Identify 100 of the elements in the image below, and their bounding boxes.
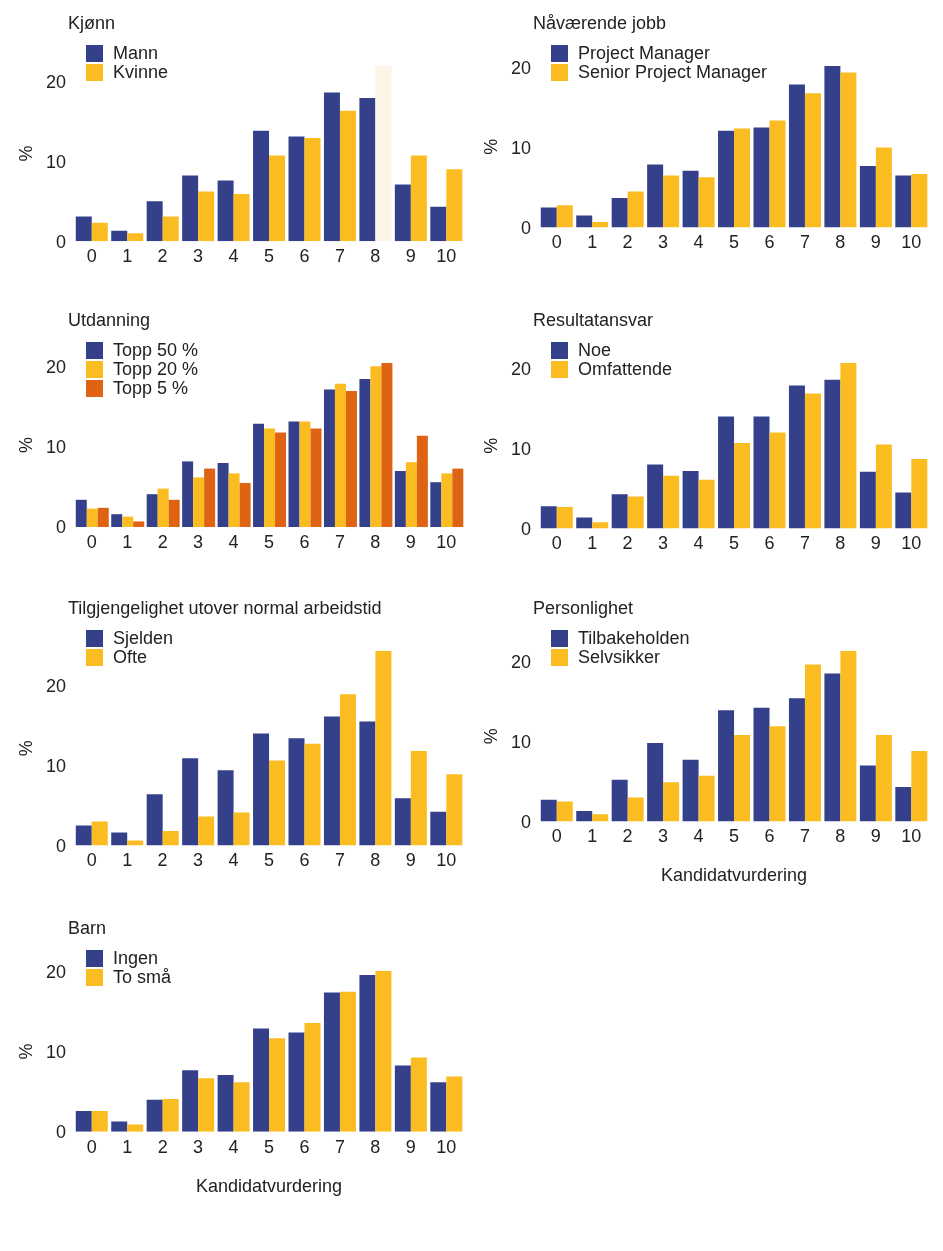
x-tick-label: 5 (728, 825, 740, 846)
bar (556, 205, 573, 228)
bar (127, 233, 144, 242)
bar (405, 462, 417, 528)
bar (193, 477, 205, 528)
bar (576, 517, 593, 529)
y-axis-title: % (16, 1043, 37, 1060)
x-tick-label: 9 (870, 232, 881, 253)
bar (410, 155, 427, 242)
bar (430, 811, 447, 846)
bar (334, 383, 346, 528)
chart-title: Utdanning (67, 309, 152, 333)
legend-label: Tilbakeholden (578, 627, 690, 648)
legend-label: Mann (113, 43, 159, 63)
x-tick-label: 9 (405, 531, 416, 552)
chart-title: Personlighet (532, 596, 635, 620)
x-tick-label: 2 (157, 531, 168, 552)
bar (824, 66, 841, 228)
x-tick-label: 0 (86, 849, 97, 870)
y-tick-label: 20 (510, 57, 531, 78)
bar (182, 461, 194, 528)
legend-label: Topp 20 % (113, 359, 199, 380)
x-tick-label: 0 (551, 533, 562, 554)
bar (840, 363, 857, 529)
bar (182, 175, 199, 242)
y-tick-label: 10 (45, 1042, 66, 1063)
bar (576, 215, 593, 228)
x-tick-label: 3 (658, 533, 669, 554)
bar (375, 650, 392, 846)
legend-label: Sjelden (113, 627, 174, 648)
bar (556, 801, 573, 822)
bar (253, 733, 270, 846)
x-tick-label: 0 (86, 531, 97, 552)
legend-label: Topp 5 % (113, 378, 189, 399)
x-tick-label: 1 (587, 533, 598, 554)
bar (91, 222, 108, 242)
bar (339, 110, 356, 242)
bar (592, 522, 609, 529)
bar (718, 416, 735, 529)
bar (217, 180, 234, 242)
bar (875, 147, 892, 228)
x-tick-label: 7 (334, 849, 345, 870)
x-tick-label: 10 (901, 825, 922, 846)
x-tick-label: 1 (587, 232, 598, 253)
x-tick-label: 10 (436, 849, 457, 870)
x-tick-label: 5 (263, 849, 275, 870)
bar (162, 216, 179, 242)
x-tick-label: 4 (693, 533, 704, 554)
x-axis-title: Kandidatvurdering (661, 865, 807, 886)
bar (804, 393, 821, 529)
bar (698, 479, 715, 529)
x-tick-label: 6 (299, 245, 310, 266)
bar (540, 506, 557, 529)
bar (753, 127, 770, 228)
x-tick-label: 9 (405, 1136, 416, 1157)
bar (911, 750, 928, 822)
y-tick-label: 20 (45, 357, 66, 378)
x-tick-label: 2 (622, 232, 633, 253)
bar (381, 363, 393, 528)
y-tick-label: 0 (55, 1122, 66, 1143)
bar (323, 389, 335, 528)
bar (647, 742, 664, 822)
x-tick-label: 5 (263, 245, 275, 266)
x-tick-label: 9 (870, 825, 881, 846)
x-tick-label: 7 (334, 245, 345, 266)
bar (133, 521, 145, 528)
bar (788, 84, 805, 228)
x-tick-label: 5 (263, 1136, 275, 1157)
bar (182, 1070, 199, 1132)
bar (288, 136, 305, 242)
x-tick-label: 0 (86, 245, 97, 266)
bar (304, 1023, 321, 1132)
x-tick-label: 2 (622, 533, 633, 554)
x-tick-label: 8 (835, 825, 846, 846)
bar (182, 757, 199, 846)
bar (875, 734, 892, 822)
bar (682, 170, 699, 228)
x-tick-label: 3 (193, 245, 204, 266)
bar (611, 779, 628, 822)
chart-title: Nåværende jobb (532, 12, 668, 35)
bar (233, 812, 250, 846)
bar (663, 781, 680, 822)
legend-label: Ingen (113, 948, 159, 969)
x-tick-label: 10 (436, 531, 457, 552)
bar (75, 499, 87, 528)
bar (682, 471, 699, 529)
bar (452, 468, 464, 528)
bar (122, 516, 134, 528)
y-tick-label: 20 (45, 962, 66, 983)
bar (217, 769, 234, 846)
bar (228, 473, 240, 528)
y-axis-title: % (16, 145, 37, 162)
bar (310, 428, 322, 528)
y-tick-label: 20 (45, 71, 67, 92)
bar (430, 1082, 447, 1132)
bar (804, 93, 821, 228)
bar (253, 1028, 270, 1132)
y-tick-label: 0 (520, 217, 531, 238)
bar (269, 1038, 286, 1132)
bar (339, 693, 356, 846)
